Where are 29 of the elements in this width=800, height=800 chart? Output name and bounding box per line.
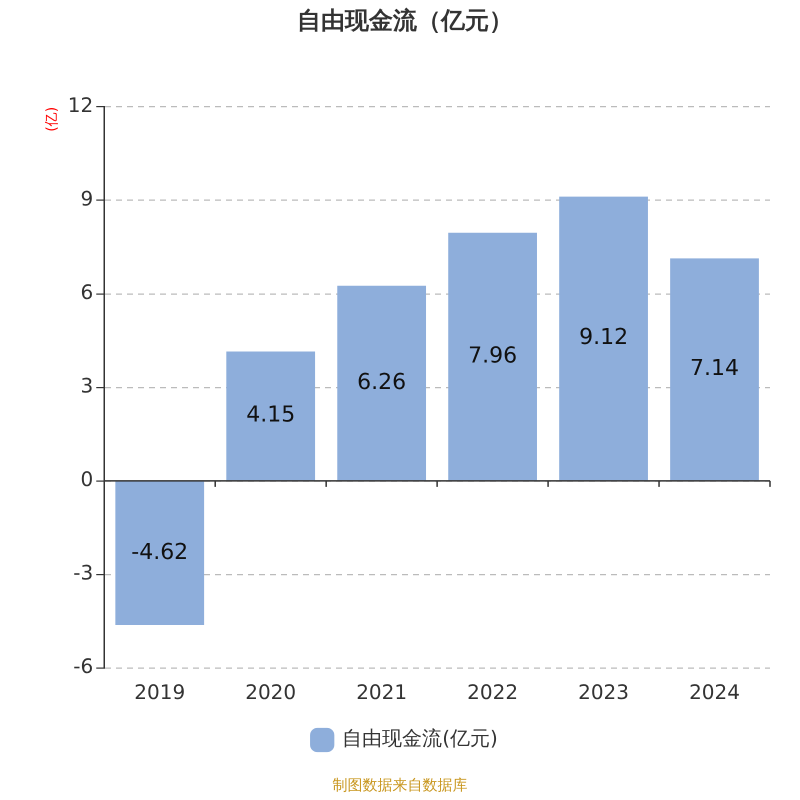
bar: [226, 352, 316, 480]
bar: [115, 482, 204, 625]
x-tick-label: 2023: [578, 680, 630, 704]
data-label: 7.96: [468, 343, 518, 368]
y-tick-label: 12: [68, 93, 94, 118]
chart-title: 自由现金流（亿元）: [297, 6, 513, 35]
data-label: -4.62: [131, 540, 188, 565]
bar: [670, 258, 759, 480]
x-tick-label: 2020: [245, 680, 296, 704]
y-tick-label: 0: [80, 467, 94, 492]
legend-label: 自由现金流(亿元): [342, 726, 498, 750]
text: 制图数据来自数据库: [332, 776, 468, 794]
data-label: 6.26: [357, 370, 406, 395]
data-label: 7.14: [690, 356, 740, 382]
x-tick-label: 2021: [356, 680, 408, 704]
data-label: 9.12: [579, 325, 628, 350]
bar: [559, 196, 648, 480]
bar: [448, 232, 537, 480]
y-axis-title: (亿): [44, 106, 60, 132]
x-tick-label: 2019: [134, 680, 186, 704]
bar: [337, 286, 426, 480]
x-tick-label: 2024: [689, 680, 740, 704]
y-tick-label: -3: [73, 560, 94, 585]
x-tick-label: 2022: [467, 680, 518, 704]
y-tick-label: -6: [73, 654, 94, 678]
y-tick-label: 9: [80, 186, 94, 211]
y-tick-label: 6: [80, 280, 94, 304]
y-tick-label: 3: [80, 374, 94, 398]
data-label: 4.15: [246, 402, 296, 428]
